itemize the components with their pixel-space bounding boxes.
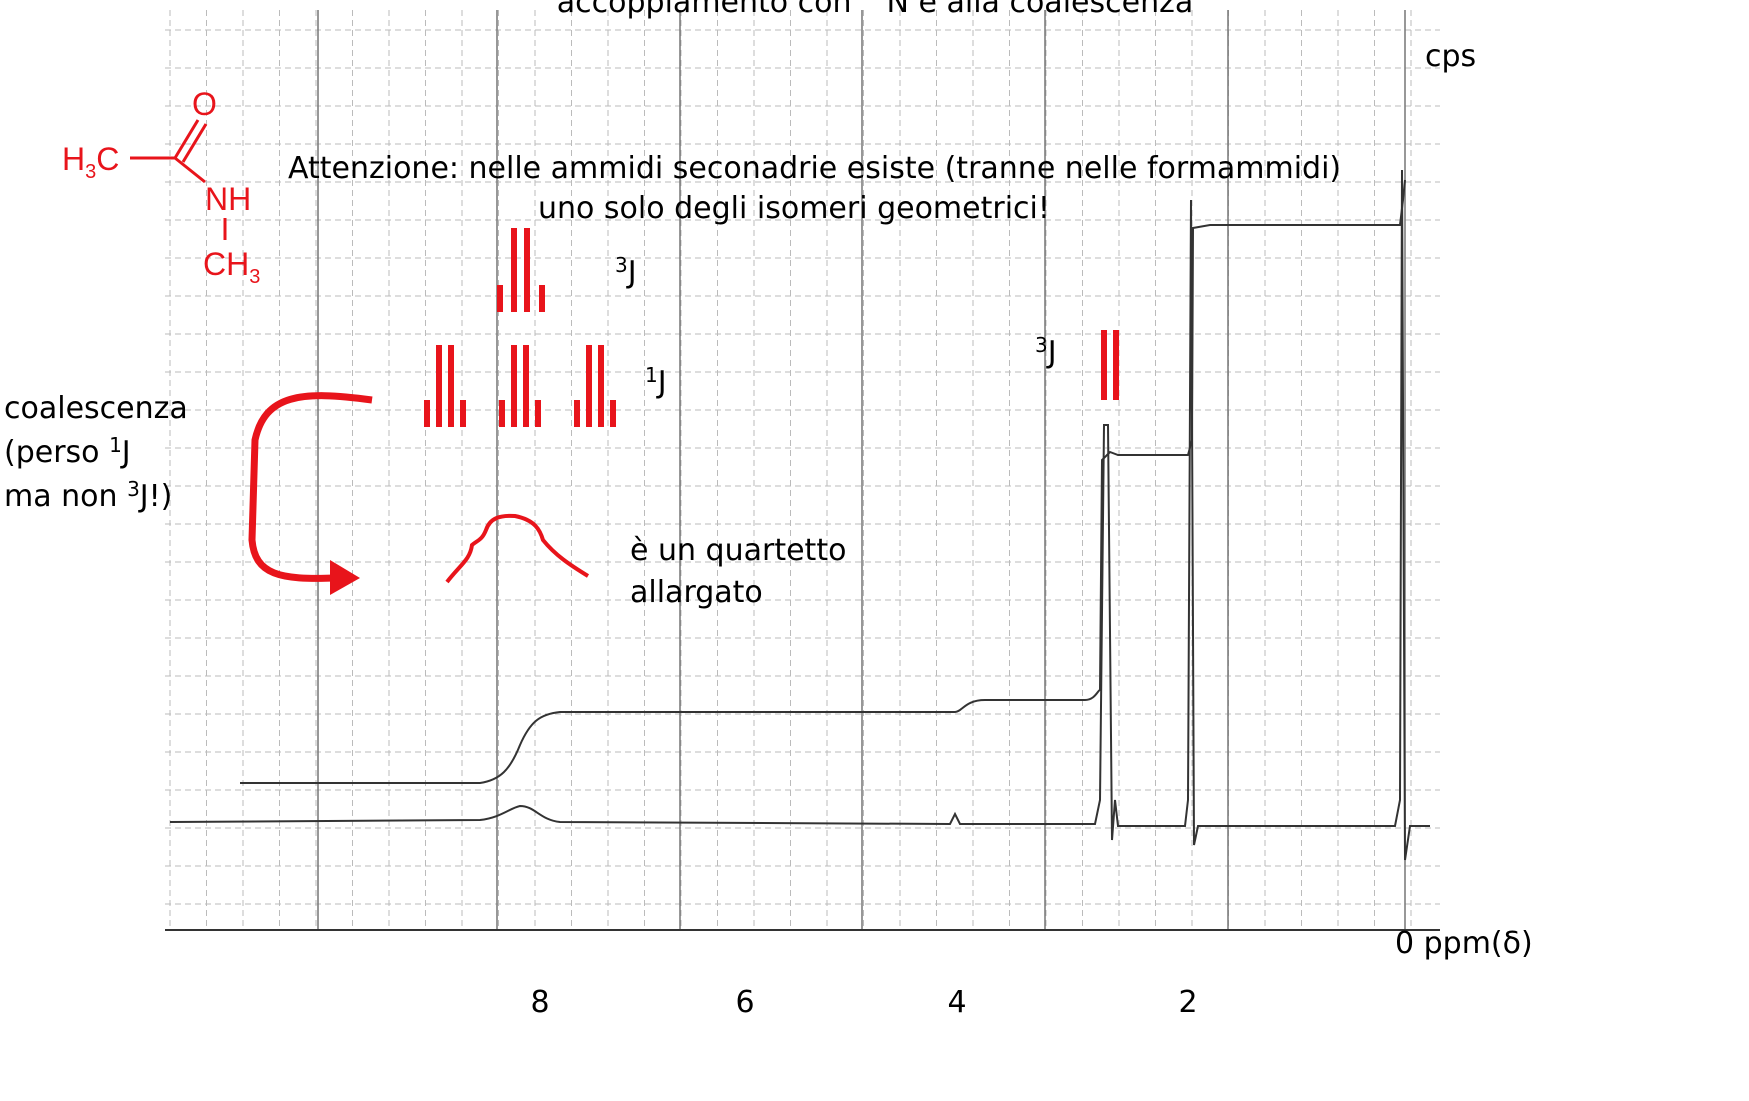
x-tick-label: 8 xyxy=(530,985,549,1020)
arrow xyxy=(248,392,373,582)
j: J xyxy=(626,255,637,290)
coupling-label: 3J xyxy=(1035,333,1057,370)
title-sup: 14 xyxy=(861,0,886,5)
x-tick-label: 6 xyxy=(735,985,754,1020)
cps-label: cps xyxy=(1425,39,1476,74)
molecule xyxy=(130,119,227,240)
slide-title: accoppiamento con 14N e alla coalescenza xyxy=(557,0,1193,20)
integral-curve xyxy=(240,179,1406,784)
bond xyxy=(174,156,206,184)
atom-nh: NH xyxy=(205,181,251,217)
title-tail: N e alla coalescenza xyxy=(887,0,1194,20)
tail: J!) xyxy=(138,479,173,514)
broad-peak xyxy=(445,513,590,584)
note-line: Attenzione: nelle ammidi seconadrie esis… xyxy=(288,151,1341,186)
tail: J xyxy=(120,435,131,470)
bond xyxy=(181,123,208,163)
bond xyxy=(173,119,200,159)
j: J xyxy=(656,365,667,400)
sup: 3 xyxy=(1035,333,1048,357)
quartet-line: è un quartetto xyxy=(630,533,846,568)
h3c-sub: 3 xyxy=(85,161,96,183)
zero-label: 0 ppm(δ) xyxy=(1395,926,1533,961)
sup: 3 xyxy=(615,253,628,277)
spectrum-trace xyxy=(169,169,1430,861)
quartet-group xyxy=(424,345,616,427)
axis-labels: 8 6 4 2 xyxy=(530,985,1197,1020)
ch3-ch: CH xyxy=(203,246,249,282)
atom-h3c: H3C xyxy=(62,141,119,183)
h3c-c: C xyxy=(96,141,119,177)
coupling-label: 1J xyxy=(645,363,667,400)
sup: 3 xyxy=(127,477,140,501)
h3c-h: H xyxy=(62,141,85,177)
text: ma non xyxy=(4,479,127,514)
chart-paper-grid xyxy=(165,10,1440,930)
atom-ch3: CH3 xyxy=(203,246,260,288)
x-tick-label: 2 xyxy=(1178,985,1197,1020)
text: (perso xyxy=(4,435,109,470)
multiplets xyxy=(424,228,1119,427)
x-tick-label: 4 xyxy=(947,985,966,1020)
title-text: accoppiamento con xyxy=(557,0,861,20)
sup: 1 xyxy=(645,363,658,387)
note-line: uno solo degli isomeri geometrici! xyxy=(538,191,1050,226)
ch3-sub: 3 xyxy=(249,266,260,288)
coalescence-line: coalescenza xyxy=(4,391,188,426)
j: J xyxy=(1046,335,1057,370)
coalescence-line: (perso 1J xyxy=(4,433,131,470)
atom-o: O xyxy=(192,86,217,122)
coupling-label: 3J xyxy=(615,253,637,290)
quartet-line: allargato xyxy=(630,575,763,610)
sup: 1 xyxy=(109,433,122,457)
spectrum xyxy=(165,169,1440,931)
coalescence-line: ma non 3J!) xyxy=(4,477,172,514)
arrow-head xyxy=(330,560,360,595)
